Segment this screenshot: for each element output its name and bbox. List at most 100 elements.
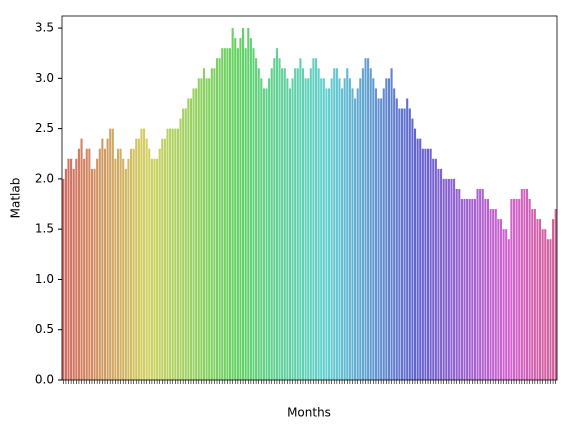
bar — [453, 178, 456, 380]
bar — [192, 88, 195, 380]
bar — [296, 68, 299, 380]
bar — [429, 148, 432, 380]
bar — [341, 88, 344, 380]
bar — [208, 78, 211, 381]
bar — [275, 48, 278, 381]
bar — [442, 178, 445, 380]
bar — [536, 219, 539, 380]
bar — [390, 68, 393, 380]
bar — [314, 58, 318, 380]
bar — [62, 178, 65, 380]
bar — [176, 128, 179, 380]
bar — [234, 38, 237, 380]
bar — [494, 209, 497, 380]
bar — [447, 178, 450, 380]
bar — [549, 239, 552, 380]
bar — [541, 229, 544, 380]
bar — [304, 78, 307, 381]
bar — [507, 239, 510, 380]
bar — [463, 199, 466, 380]
bar — [101, 138, 104, 380]
bar — [197, 78, 200, 381]
bar — [283, 68, 286, 380]
bar — [122, 158, 125, 380]
bar — [163, 138, 166, 380]
bar — [497, 219, 500, 380]
bar — [114, 158, 117, 380]
bar — [539, 219, 542, 380]
bar — [132, 148, 135, 380]
bar — [64, 168, 67, 380]
bar — [466, 199, 469, 380]
bar — [434, 158, 437, 380]
bar — [421, 148, 424, 380]
bar — [150, 158, 153, 380]
bar — [158, 148, 161, 380]
bar — [361, 68, 364, 380]
bar — [70, 158, 73, 380]
bar — [226, 48, 229, 381]
bar — [255, 58, 258, 380]
bar — [156, 158, 159, 380]
bar — [473, 199, 476, 380]
bar — [109, 128, 112, 380]
y-tick-label: 2.0 — [35, 171, 54, 185]
bar — [325, 88, 328, 380]
bar — [83, 158, 86, 380]
bar — [544, 229, 547, 380]
bar — [512, 199, 516, 380]
bar — [468, 199, 471, 380]
bar — [505, 229, 508, 380]
bar — [502, 229, 505, 380]
y-tick-label: 3.5 — [35, 21, 54, 35]
bar — [218, 58, 221, 380]
bar — [210, 68, 213, 380]
bar — [460, 199, 463, 380]
bar — [202, 68, 206, 380]
bar — [552, 219, 555, 380]
bar — [221, 48, 224, 381]
bar — [174, 128, 177, 380]
bar — [135, 138, 138, 380]
bar — [531, 209, 534, 380]
bar — [77, 148, 80, 380]
bar — [119, 148, 122, 380]
bar — [437, 168, 440, 380]
bar — [184, 108, 187, 380]
bar — [322, 78, 325, 381]
bar — [294, 68, 297, 380]
bar — [398, 108, 401, 380]
bar — [333, 68, 336, 380]
bar — [239, 38, 242, 380]
bar — [140, 128, 143, 380]
bar — [200, 78, 203, 381]
bar — [426, 148, 430, 380]
bar — [455, 188, 458, 380]
bar — [387, 78, 391, 381]
bar — [533, 209, 536, 380]
bar — [359, 78, 362, 381]
bar — [281, 68, 284, 380]
bar — [309, 68, 312, 380]
bar — [424, 148, 427, 380]
bar — [299, 58, 302, 380]
bar — [419, 138, 422, 380]
bar — [93, 168, 96, 380]
bar — [338, 78, 341, 381]
bar — [161, 138, 164, 380]
bar — [312, 58, 315, 380]
y-tick-label: 2.5 — [35, 121, 54, 135]
bar — [479, 188, 482, 380]
bar — [88, 148, 91, 380]
y-tick-label: 3.0 — [35, 71, 54, 85]
bar — [169, 128, 172, 380]
bar — [286, 78, 289, 381]
bar — [408, 108, 411, 380]
bar — [98, 148, 101, 380]
bar — [90, 168, 94, 380]
y-tick-label: 1.5 — [35, 222, 54, 236]
bar — [416, 138, 419, 380]
bar — [268, 78, 271, 381]
bar — [484, 199, 487, 380]
